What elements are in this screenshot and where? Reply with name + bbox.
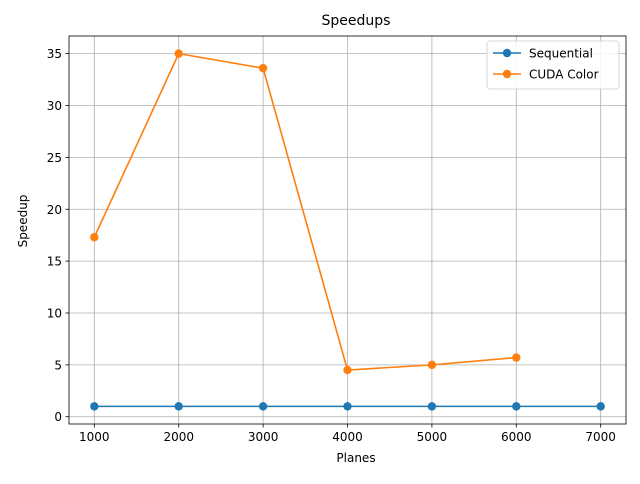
x-axis-label: Planes bbox=[336, 451, 375, 465]
data-point-sequential bbox=[90, 402, 99, 411]
data-point-sequential bbox=[258, 402, 268, 411]
y-tick-label: 25 bbox=[47, 151, 62, 165]
legend-label-cuda-color: CUDA Color bbox=[529, 68, 599, 82]
chart-title: Speedups bbox=[322, 13, 391, 29]
x-tick-label: 5000 bbox=[417, 430, 448, 444]
x-tick-label: 6000 bbox=[501, 430, 532, 444]
data-point-sequential bbox=[174, 402, 183, 411]
y-axis-label: Speedup bbox=[16, 195, 30, 248]
y-tick-label: 5 bbox=[54, 358, 62, 372]
data-point-cuda-color bbox=[90, 233, 99, 242]
x-tick-label: 4000 bbox=[332, 430, 363, 444]
legend-swatch-marker-sequential bbox=[502, 48, 512, 58]
data-point-sequential bbox=[427, 402, 437, 411]
x-tick-label: 7000 bbox=[585, 430, 616, 444]
y-tick-label: 30 bbox=[47, 99, 62, 113]
legend-label-sequential: Sequential bbox=[529, 47, 593, 61]
y-tick-label: 10 bbox=[47, 306, 62, 320]
data-point-cuda-color bbox=[258, 63, 268, 73]
y-tick-label: 35 bbox=[47, 47, 62, 61]
legend-swatch-marker-cuda-color bbox=[502, 69, 512, 79]
y-tick-label: 20 bbox=[47, 203, 62, 217]
data-point-cuda-color bbox=[512, 353, 521, 362]
legend: Sequential CUDA Color bbox=[486, 40, 620, 90]
data-point-cuda-color bbox=[427, 360, 437, 370]
data-point-sequential bbox=[343, 402, 352, 411]
data-point-cuda-color bbox=[343, 365, 352, 375]
x-tick-label: 2000 bbox=[163, 430, 194, 444]
grid bbox=[69, 36, 626, 424]
x-tick-label: 1000 bbox=[79, 430, 110, 444]
plot-series bbox=[90, 49, 605, 411]
data-point-sequential bbox=[596, 402, 605, 411]
y-tick-label: 0 bbox=[54, 410, 62, 424]
series-line-cuda-color bbox=[93, 52, 517, 371]
data-point-sequential bbox=[512, 402, 521, 411]
axis-ticks: 1000 2000 3000 4000 5000 6000 7000 0 5 10 15 20 25 30… bbox=[47, 47, 616, 444]
data-point-cuda-color bbox=[174, 49, 183, 58]
y-tick-label: 15 bbox=[47, 255, 62, 269]
x-tick-label: 3000 bbox=[248, 430, 279, 444]
